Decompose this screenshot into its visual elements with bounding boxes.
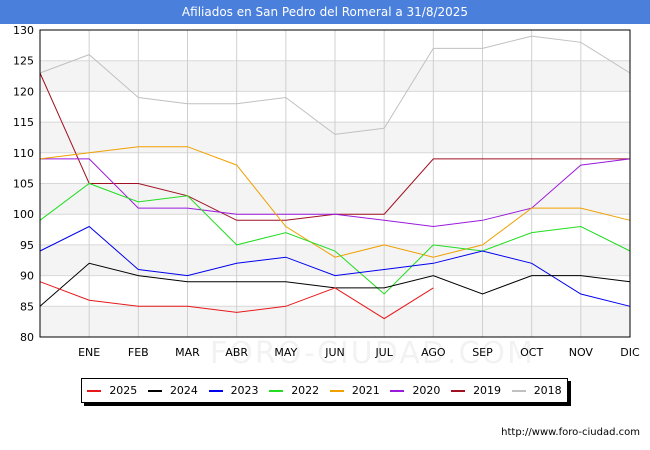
legend-label: 2025 <box>109 384 138 397</box>
y-tick-label: 95 <box>20 239 34 252</box>
legend-item-2021: 2021 <box>329 384 380 397</box>
x-tick-label: JUL <box>374 346 393 359</box>
series-line-2023 <box>39 225 631 307</box>
y-tick-label: 120 <box>13 85 34 98</box>
legend-label: 2020 <box>412 384 441 397</box>
x-tick-label: NOV <box>569 346 594 359</box>
x-axis-ticks: ENE FEB MAR ABR MAY JUN JUL AGO SEP OCT NOV DIC <box>78 346 640 359</box>
series-line-2025 <box>39 281 434 320</box>
y-tick-label: 115 <box>13 116 34 129</box>
legend-item-2022: 2022 <box>269 384 319 397</box>
legend-label: 2022 <box>291 384 320 397</box>
y-tick-label: 125 <box>13 55 34 68</box>
legend: 2025 2024 2023 2022 2021 2020 2019 2018 <box>81 378 568 403</box>
legend-item-2019: 2019 <box>451 384 501 397</box>
y-tick-label: 85 <box>20 300 34 313</box>
x-tick-label: ABR <box>225 346 248 359</box>
legend-label: 2019 <box>473 384 502 397</box>
legend-swatch <box>451 389 466 392</box>
x-tick-label: SEP <box>472 346 493 359</box>
legend-item-2018: 2018 <box>511 384 562 397</box>
x-tick-label: AGO <box>421 346 446 359</box>
x-tick-label: MAY <box>274 346 297 359</box>
series-line-2021 <box>39 146 631 258</box>
legend-swatch <box>147 389 162 392</box>
plot-frame <box>39 29 631 338</box>
legend-label: 2024 <box>169 384 198 397</box>
y-tick-label: 130 <box>13 24 34 37</box>
x-tick-label: DIC <box>620 346 640 359</box>
legend-item-2025: 2025 <box>87 384 137 397</box>
y-axis-ticks: 80 85 90 95 100 105 110 115 120 125 130 <box>13 24 34 344</box>
y-tick-label: 110 <box>13 147 34 160</box>
x-tick-label: FEB <box>128 346 149 359</box>
y-tick-label: 100 <box>13 208 34 221</box>
legend-item-2024: 2024 <box>147 384 198 397</box>
y-tick-label: 90 <box>20 270 34 283</box>
legend-item-2023: 2023 <box>208 384 259 397</box>
legend-swatch <box>87 389 102 392</box>
watermark: FORO-CIUDAD.COM <box>210 336 535 371</box>
y-tick-label: 105 <box>13 178 34 191</box>
chart-title: Afiliados en San Pedro del Romeral a 31/… <box>0 0 650 24</box>
series-line-2022 <box>39 182 631 295</box>
legend-swatch <box>269 389 284 392</box>
series-lines <box>39 35 631 320</box>
legend-label: 2021 <box>351 384 380 397</box>
x-tick-label: MAR <box>175 346 200 359</box>
legend-label: 2023 <box>230 384 259 397</box>
source-url: http://www.foro-ciudad.com <box>501 427 640 438</box>
series-line-2018 <box>39 35 631 135</box>
legend-swatch <box>208 389 223 392</box>
x-tick-label: ENE <box>78 346 100 359</box>
y-tick-label: 80 <box>20 331 34 344</box>
legend-swatch <box>390 389 405 392</box>
legend-item-2020: 2020 <box>390 384 440 397</box>
legend-swatch <box>511 389 526 392</box>
legend-label: 2018 <box>533 384 562 397</box>
x-tick-label: OCT <box>520 346 543 359</box>
legend-swatch <box>329 389 344 392</box>
x-tick-label: JUN <box>324 346 345 359</box>
